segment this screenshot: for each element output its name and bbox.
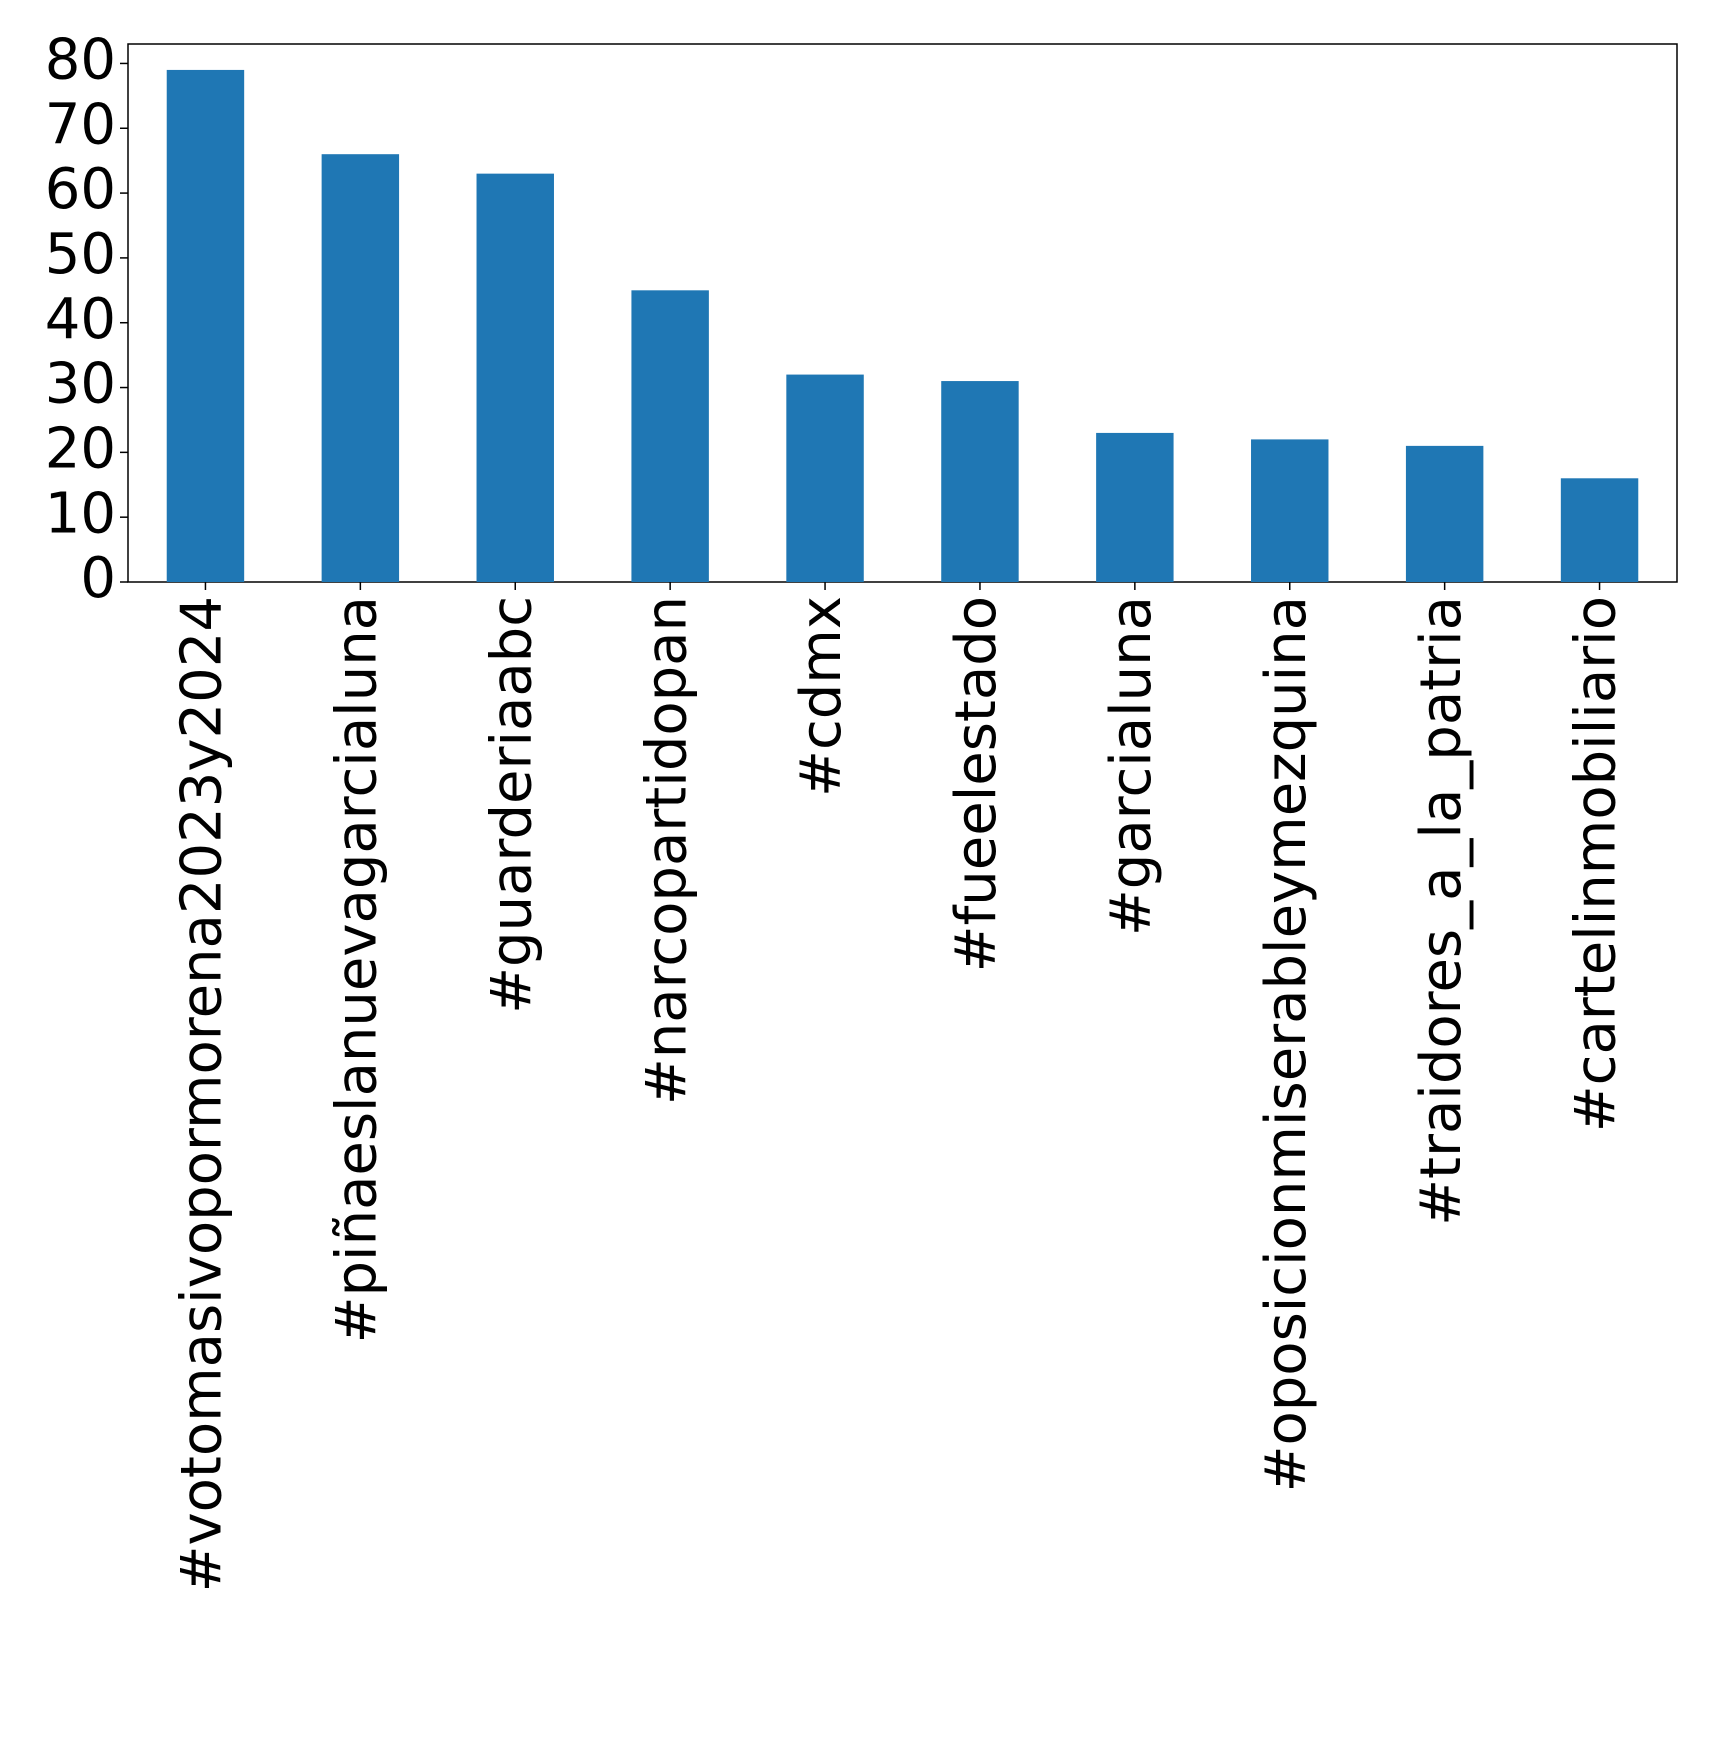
x-tick-label: #guarderiaabc [479, 596, 544, 1014]
x-tick-label: #votomasivopormorena2023y2024 [170, 596, 235, 1592]
y-tick-label: 50 [45, 222, 116, 287]
bar [1251, 439, 1329, 582]
x-tick-label: #garcialuna [1099, 596, 1164, 936]
x-tick-label: #traidores_a_la_patria [1409, 596, 1474, 1226]
x-tick-label: #fueelestado [944, 596, 1009, 972]
x-tick-label: #narcopartidopan [634, 596, 699, 1105]
bar [1096, 432, 1174, 582]
bar [166, 69, 245, 582]
y-tick-label: 0 [80, 546, 116, 611]
bar [631, 290, 709, 582]
plot-frame [127, 43, 1678, 583]
bar [476, 173, 554, 582]
y-tick-label: 10 [45, 481, 116, 546]
bar [321, 154, 400, 583]
bar [786, 374, 864, 582]
x-tick-label: #oposicionmiserableymezquina [1254, 596, 1319, 1492]
x-tick-label: #cartelinmobiliario [1564, 596, 1629, 1132]
y-tick-label: 60 [45, 157, 116, 222]
bar [1405, 445, 1484, 582]
y-tick-label: 80 [45, 28, 116, 93]
bar [1560, 478, 1639, 582]
y-tick-label: 40 [45, 287, 116, 352]
bar [941, 381, 1019, 582]
y-tick-label: 70 [45, 92, 116, 157]
x-tick-label: #cdmx [789, 596, 854, 797]
y-tick-label: 30 [45, 352, 116, 417]
y-tick-label: 20 [45, 417, 116, 482]
x-tick-label: #piñaeslanuevagarcialuna [324, 596, 389, 1343]
